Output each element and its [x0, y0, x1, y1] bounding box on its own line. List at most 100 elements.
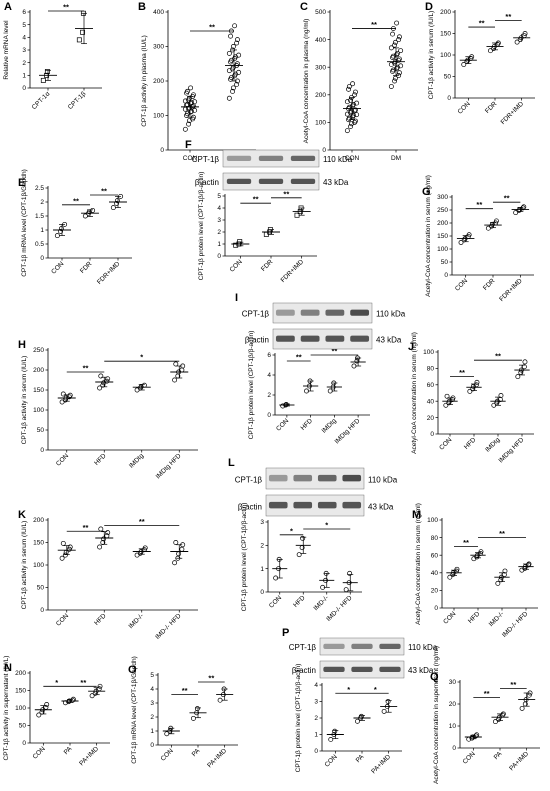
- significance-label: **: [484, 689, 490, 698]
- y-tick-label: 150: [15, 688, 26, 695]
- blot-row-label: β-actin: [238, 502, 262, 511]
- x-tick-label: DM: [391, 155, 401, 162]
- blot-band: [300, 309, 320, 316]
- data-point: [388, 84, 394, 89]
- x-tick-label: CON: [50, 260, 65, 275]
- data-point: [469, 735, 475, 741]
- y-tick-label: 100: [440, 52, 451, 59]
- blot-band: [226, 178, 252, 185]
- data-point: [142, 545, 148, 551]
- data-point: [354, 112, 360, 118]
- panel-k: K 0 50 100 150 200 CPT-1β activity in serum (I…: [18, 509, 198, 641]
- data-point: [388, 61, 394, 67]
- y-tick-label: 200: [440, 9, 451, 16]
- y-tick-label: 80: [427, 366, 435, 373]
- y-tick-label: 1: [260, 566, 264, 573]
- data-point: [348, 97, 354, 103]
- significance-label: **: [459, 368, 465, 377]
- y-tick-label: 40: [427, 398, 435, 405]
- data-point: [67, 544, 73, 550]
- data-point: [226, 95, 232, 101]
- significance-label: *: [290, 526, 293, 535]
- data-point: [236, 52, 242, 58]
- data-point: [350, 102, 356, 107]
- data-point: [353, 89, 358, 95]
- y-tick-label: 100: [33, 562, 44, 569]
- x-tick-label: PA: [63, 745, 74, 756]
- data-point: [390, 67, 396, 73]
- data-point: [397, 70, 402, 76]
- y-tick-label: 6: [267, 352, 271, 359]
- y-tick-label: 0: [40, 607, 44, 614]
- panel-n: N 0 50 100 150 200 CPT-1β activity in supernat…: [3, 656, 110, 767]
- y-tick-label: 1: [150, 728, 154, 735]
- blot-kda-label: 110 kDa: [408, 643, 438, 652]
- panel-a: A 0 1 2 3 4 5 6 Relative mRNA level CPT-1α CPT-1β *…: [3, 1, 102, 111]
- y-axis-label: CPT-1β protein level (CPT-1β/β-actin): [241, 503, 248, 612]
- significance-label: **: [83, 523, 89, 532]
- panel-letter: E: [18, 177, 25, 189]
- y-tick-label: 100: [15, 705, 26, 712]
- panel-h: H 0 50 100 150 200 250 CPT-1β activity in serum…: [18, 339, 198, 480]
- data-point: [234, 37, 240, 43]
- data-point: [346, 115, 352, 121]
- panel-o: O 0 1 2 3 4 5 CPT-1β mRNA level (CPT-1β/Gapdh) C…: [128, 656, 238, 769]
- x-tick-label: PA: [191, 747, 202, 758]
- x-tick-label: PA: [355, 753, 366, 764]
- panel-g: G 0 50 100 150 200 250 300 Acetyl-CoA concentrat…: [422, 175, 534, 303]
- y-axis-label: CPT-1β protein level (CPT-1β/β-actin): [295, 664, 302, 773]
- y-tick-label: 2: [22, 60, 26, 67]
- data-point: [350, 113, 356, 118]
- significance-label: **: [476, 200, 482, 209]
- y-axis-label: CPT-1β activity in supernatant (IU/L): [3, 656, 10, 761]
- blot-band: [258, 178, 284, 185]
- x-tick-label: CON: [438, 436, 453, 451]
- y-tick-label: 4: [150, 686, 154, 693]
- data-point: [296, 552, 302, 558]
- y-tick-label: 5: [217, 193, 221, 200]
- y-tick-label: 4: [267, 372, 271, 379]
- data-point: [392, 39, 398, 45]
- y-tick-label: 60: [427, 382, 435, 389]
- blot-kda-label: 110 kDa: [376, 310, 406, 319]
- data-point: [232, 23, 238, 29]
- y-tick-label: 0: [40, 447, 44, 454]
- data-point: [444, 393, 450, 399]
- x-tick-label: FDR+IMD: [96, 260, 122, 286]
- x-tick-label: CPT-1α: [31, 90, 52, 111]
- y-tick-label: 0: [434, 605, 438, 612]
- data-point: [344, 99, 350, 105]
- data-point: [346, 84, 352, 89]
- data-point: [188, 85, 194, 91]
- blot-band: [300, 335, 320, 342]
- panel-letter: L: [228, 457, 235, 469]
- significance-label: *: [374, 685, 377, 694]
- x-tick-label: HFD: [467, 610, 482, 625]
- x-tick-label: CON: [454, 277, 469, 292]
- y-tick-label: 0: [322, 147, 326, 154]
- y-tick-label: 5: [22, 22, 26, 29]
- data-point: [67, 392, 73, 398]
- data-point: [390, 53, 396, 59]
- y-tick-label: 100: [427, 517, 438, 524]
- x-tick-label: FDR+IMD: [500, 100, 526, 126]
- blot-band: [351, 666, 373, 673]
- data-point: [176, 551, 182, 557]
- data-point: [474, 732, 480, 738]
- significance-label: **: [208, 674, 214, 683]
- significance-label: **: [296, 353, 302, 362]
- y-tick-label: 20: [431, 588, 439, 595]
- y-axis-label: Acetyl-CoA concentration in serum (ng/ml…: [425, 175, 432, 297]
- x-tick-label: CON: [229, 258, 244, 273]
- x-tick-label: FDR: [260, 258, 275, 273]
- data-point: [194, 706, 200, 712]
- data-point: [76, 37, 82, 43]
- y-tick-label: 0: [447, 95, 451, 102]
- x-tick-label: CON: [462, 750, 477, 765]
- x-tick-label: IMDtg HFD: [497, 436, 525, 464]
- y-tick-label: 250: [33, 347, 44, 354]
- panel-letter: I: [235, 292, 238, 304]
- blot-kda-label: 110 kDa: [323, 155, 353, 164]
- panel-letter: B: [138, 1, 146, 13]
- data-point: [230, 85, 236, 91]
